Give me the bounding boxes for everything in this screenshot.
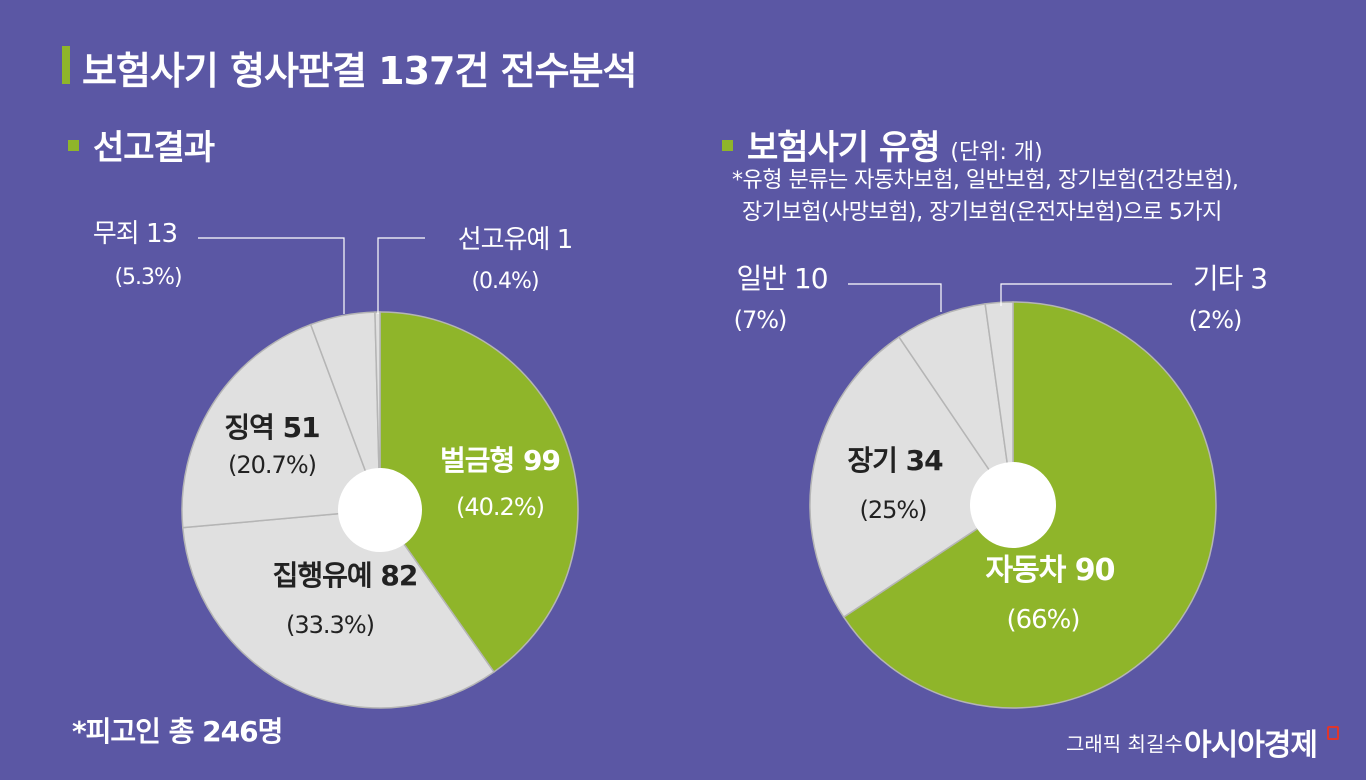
square-bullet-icon: [68, 140, 79, 151]
square-bullet-icon: [722, 140, 733, 151]
slice-percent-label: (7%): [734, 306, 787, 334]
left-section-heading: 선고결과: [68, 120, 215, 169]
right-section-title: 보험사기 유형: [747, 128, 941, 168]
slice-value-label: 일반 10: [736, 262, 827, 295]
slice-value-label: 무죄 13: [93, 219, 177, 249]
left-section-title: 선고결과: [93, 128, 215, 168]
graphic-credit: 그래픽 최길수: [1066, 732, 1183, 756]
slice-value-label: 벌금형 99: [440, 444, 560, 477]
leader-line-일반: [848, 283, 942, 312]
donut-hole: [970, 462, 1056, 548]
total-defendants-note: *피고인 총 246명: [72, 715, 283, 748]
slice-percent-label: (20.7%): [228, 451, 316, 479]
leader-line-무죄: [198, 237, 345, 314]
slice-percent-label: (5.3%): [114, 265, 181, 290]
pie-chart-1: 벌금형 99 (40.2%) 집행유예 82 (33.3%) 징역 51 (20.7%) 무…: [93, 219, 579, 709]
title-accent-bar: [62, 46, 70, 84]
pie-slice-기타: [984, 301, 1014, 506]
type-note-line2: 장기보험(사망보험), 장기보험(운전자보험)으로 5가지: [742, 200, 1222, 225]
slice-percent-label: (66%): [1006, 605, 1079, 635]
slice-value-label: 장기 34: [847, 444, 943, 477]
slice-value-label: 징역 51: [224, 411, 319, 444]
pie-slice-장기: [809, 335, 1015, 619]
slice-value-label: 자동차 90: [986, 553, 1115, 588]
pie-chart-2: 자동차 90 (66%) 장기 34 (25%) 일반 10 (7%) 기타 3 (2%): [734, 262, 1268, 709]
unit-label: (단위: 개): [950, 140, 1043, 165]
donut-hole: [338, 468, 422, 552]
slice-percent-label: (0.4%): [471, 269, 538, 294]
slice-percent-label: (40.2%): [456, 493, 544, 521]
slice-percent-label: (25%): [859, 496, 926, 524]
pie-slice-징역: [181, 323, 382, 529]
slice-value-label: 기타 3: [1193, 262, 1267, 295]
slice-value-label: 선고유예 1: [458, 225, 573, 255]
pie-slice-벌금형: [379, 311, 579, 673]
brand-logo-text: 아시아경제: [1184, 728, 1318, 763]
slice-value-label: 집행유예 82: [273, 559, 418, 592]
page-title: 보험사기 형사판결 137건 전수분석: [82, 49, 637, 93]
leader-line-선고유예: [377, 237, 425, 314]
slice-percent-label: (33.3%): [286, 611, 374, 639]
slice-percent-label: (2%): [1189, 306, 1242, 334]
type-note-line1: *유형 분류는 자동차보험, 일반보험, 장기보험(건강보험),: [732, 168, 1239, 193]
brand-mark-icon: [1327, 726, 1339, 740]
pie-slice-집행유예: [181, 509, 495, 709]
leader-line-기타: [1000, 283, 1172, 306]
right-section-heading: 보험사기 유형 (단위: 개): [722, 120, 1043, 169]
